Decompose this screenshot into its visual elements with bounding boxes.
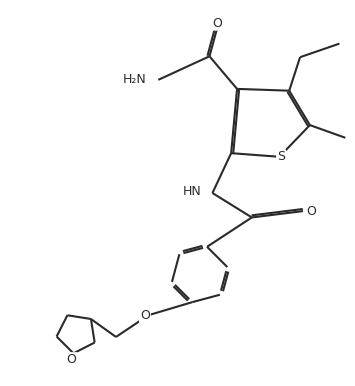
Text: O: O: [212, 17, 222, 30]
Text: H₂N: H₂N: [122, 73, 146, 86]
Text: S: S: [277, 150, 285, 163]
Text: O: O: [67, 353, 77, 366]
Text: HN: HN: [183, 185, 202, 198]
Text: O: O: [140, 310, 150, 322]
Text: O: O: [306, 205, 316, 218]
